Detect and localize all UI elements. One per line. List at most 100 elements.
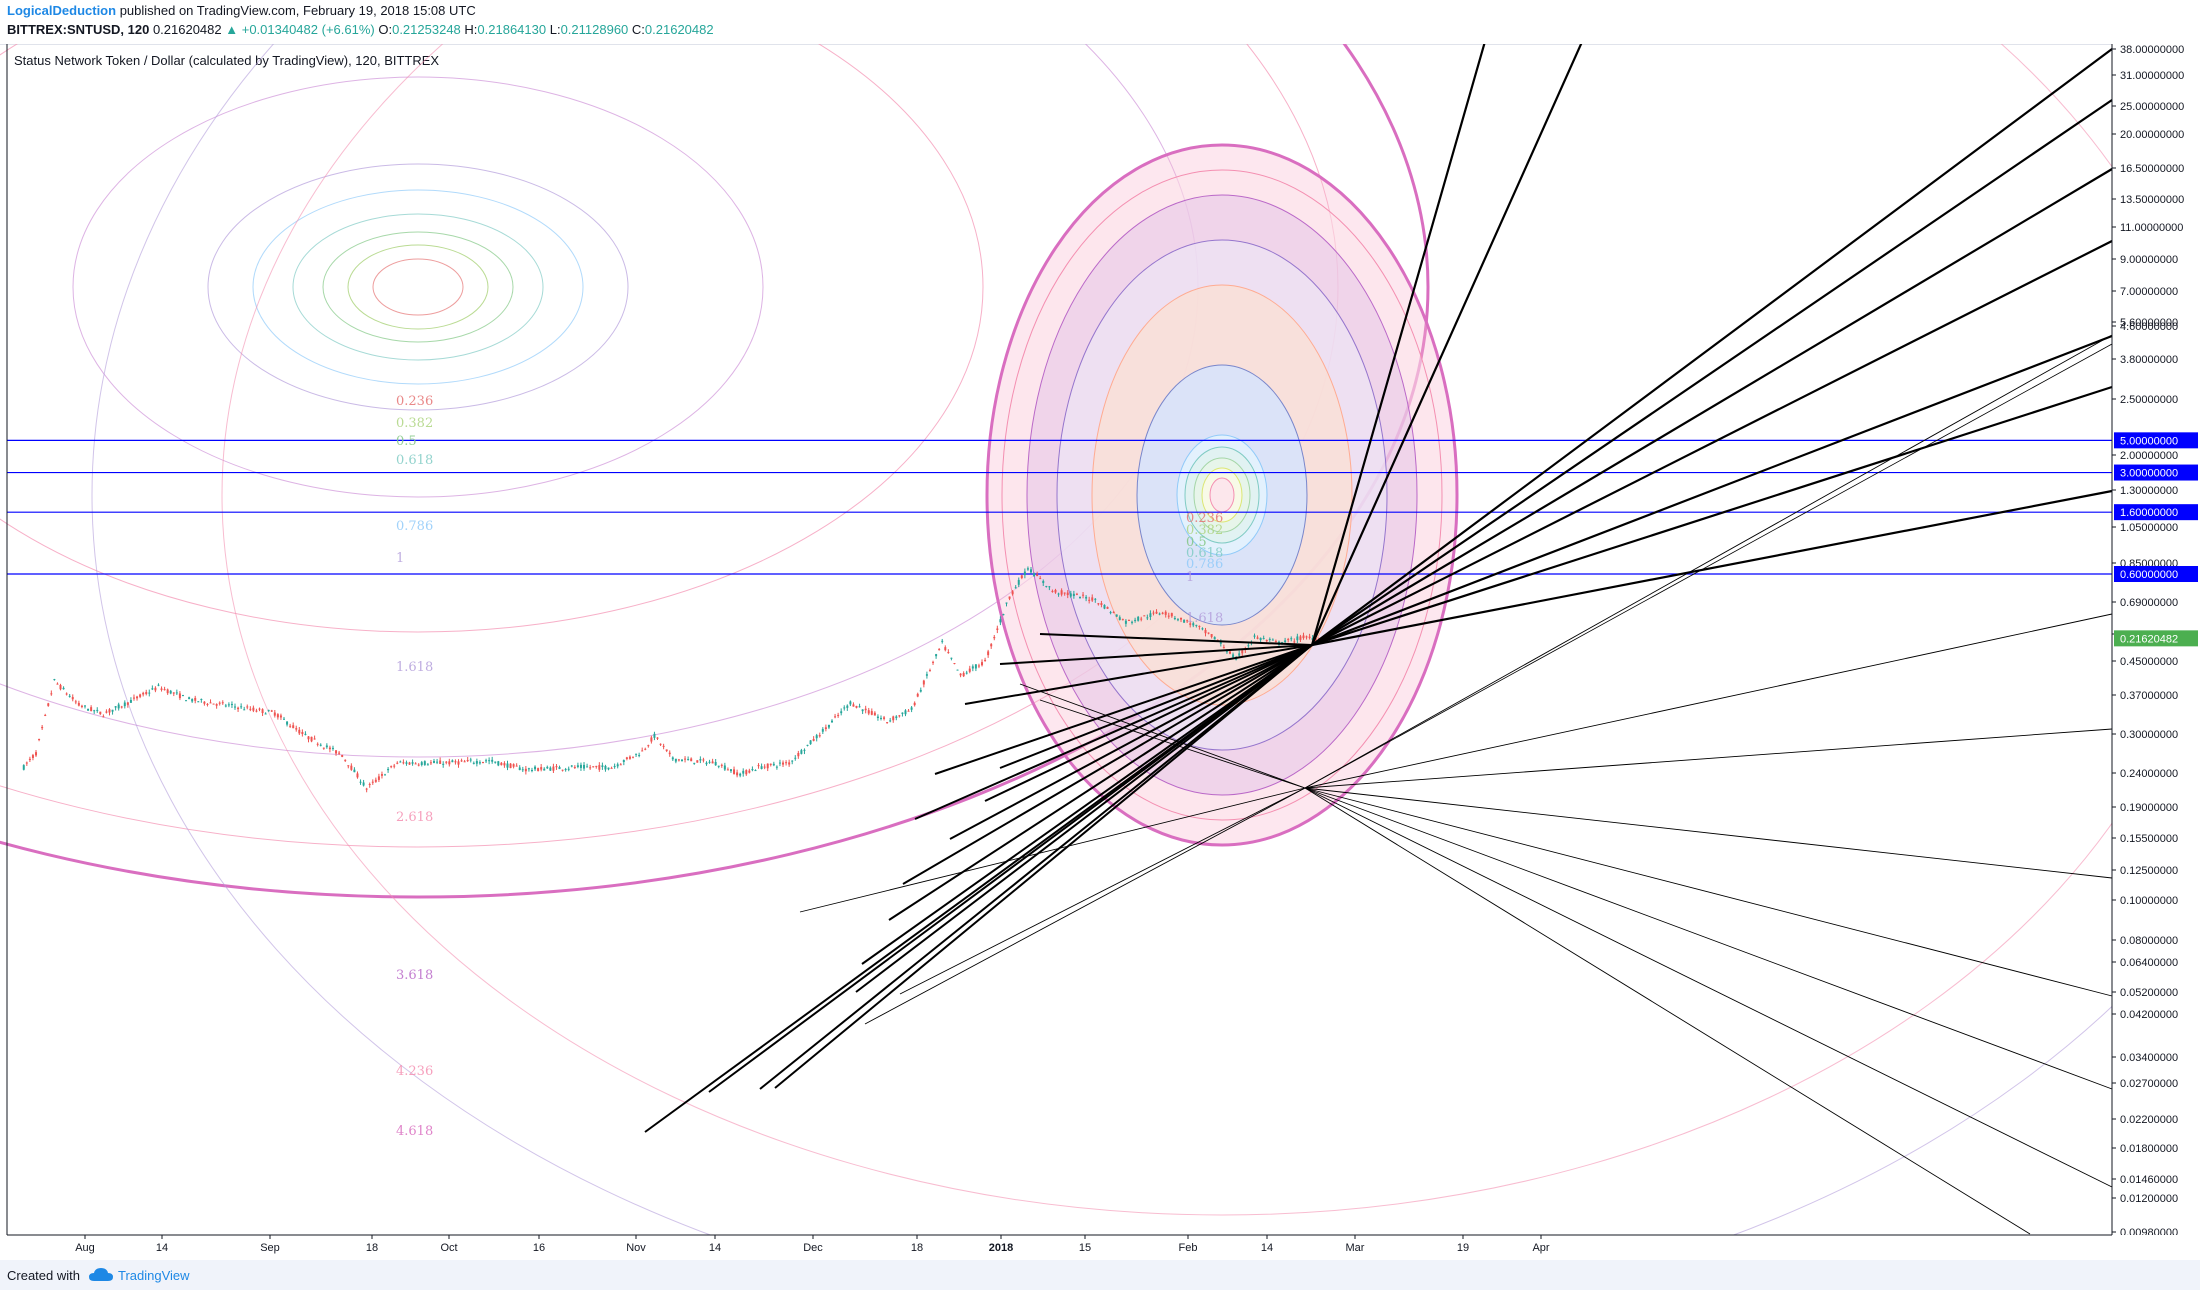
candle-body [803,749,806,751]
fan-line [861,644,1313,965]
candle-body [331,747,334,749]
candle-body [861,709,864,712]
author-link[interactable]: LogicalDeduction [7,3,117,18]
fan-line [1311,240,2113,646]
candle-body [714,762,717,766]
candle-body [362,782,365,786]
candle-body [338,752,341,754]
candle-body [956,669,959,671]
high-label: H: [464,22,478,37]
time-axis[interactable]: Aug 14 Sep 18 Oct 16 Nov 14 Dec 18 2018 15 Feb 14 Mar 1… [0,44,2200,1260]
candle-body [1063,592,1066,594]
candle-body [310,736,313,742]
candle-body [1183,619,1186,623]
candle-body [589,767,592,769]
price-chart[interactable]: Status Network Token / Dollar (calculate… [0,44,2200,1260]
candle-body [105,711,108,713]
candle-body [402,762,405,764]
candle-body [601,765,604,767]
candle-body [567,768,570,770]
candle-body [879,717,882,719]
candle-body [151,688,154,690]
candle-body [148,692,151,694]
candle-body [188,697,191,699]
candle-body [1253,635,1256,637]
candle-body [824,727,827,730]
price-tick-label: 0.08000000 [2120,935,2178,947]
candle-body [175,692,178,694]
tradingview-brand[interactable]: TradingView [118,1268,190,1283]
fib-label-right: 0.618 [1186,546,1223,561]
candle-body [754,770,757,772]
fib-circle-left [0,44,1339,848]
time-tick-label: Sep [260,1242,280,1254]
ohlc-info: BITTREX:SNTUSD, 120 0.21620482 ▲ +0.0134… [7,22,714,37]
candle-body [1158,613,1161,615]
candle-body [206,703,209,705]
candle-body [831,720,834,723]
candle-body [512,764,515,767]
candle-body [181,694,184,696]
candle-body [742,770,745,774]
candle-body [481,762,484,764]
candle-body [120,706,123,708]
level-badge [2114,566,2198,583]
fan-line [999,644,1313,769]
candle-body [592,766,595,768]
fan-line [1311,168,2113,646]
time-tick-label: 16 [533,1242,545,1254]
candle-body [319,744,322,746]
candle-body [889,720,892,722]
candle-body [892,716,895,721]
candle-body [497,761,500,766]
candle-body [999,619,1002,623]
candle-body [84,705,86,707]
candle-body [426,764,429,766]
candle-body [31,755,34,758]
candle-body [650,737,653,742]
candle-body [632,756,635,758]
candle-body [809,740,812,745]
level-badge [2114,464,2198,481]
candle-body [1112,611,1115,613]
candle-body [1030,569,1033,573]
fib-circle-left [0,44,984,633]
fan-line [902,644,1313,885]
candle-body [1308,636,1311,638]
fan-line-thin [799,787,1306,913]
price-axis[interactable]: 38.00000000 31.00000000 25.00000000 20.0000… [2111,44,2200,1260]
candle-body [457,761,460,765]
candle-body [335,750,338,754]
candle-body [466,760,469,762]
candle-body [1131,621,1134,623]
candle-body [200,698,203,700]
candle-body [840,711,843,714]
candle-body [234,706,237,708]
candle-body [215,704,218,706]
candle-body [41,726,44,729]
candle-body [1054,589,1057,593]
price-tick-label: 0.02700000 [2120,1078,2178,1090]
candle-body [90,707,93,712]
fan-line-thin [1304,613,2113,789]
candle-body [932,661,935,663]
candle-body [185,700,188,702]
candle-body [108,709,111,713]
price-tick-label: 0.30000000 [2120,729,2178,741]
candle-body [429,762,432,764]
fan-line [759,644,1313,1090]
price-tick-label: 0.19000000 [2120,802,2178,814]
last-price-badge-label: 0.21620482 [2120,633,2178,645]
fib-label-right: 1.618 [1186,611,1223,626]
chart-header: LogicalDeduction published on TradingVie… [0,0,2200,45]
candle-body [1210,634,1213,637]
chart-area[interactable]: Status Network Token / Dollar (calculate… [0,44,2200,1270]
fan-line [1310,44,1486,646]
fan-line-thin [1304,334,2113,789]
fan-line [949,644,1313,840]
price-tick-label: 31.00000000 [2120,70,2184,82]
candle-body [543,768,546,771]
candle-body [1232,654,1235,658]
candle-body [974,664,977,669]
candle-body [1170,613,1173,617]
